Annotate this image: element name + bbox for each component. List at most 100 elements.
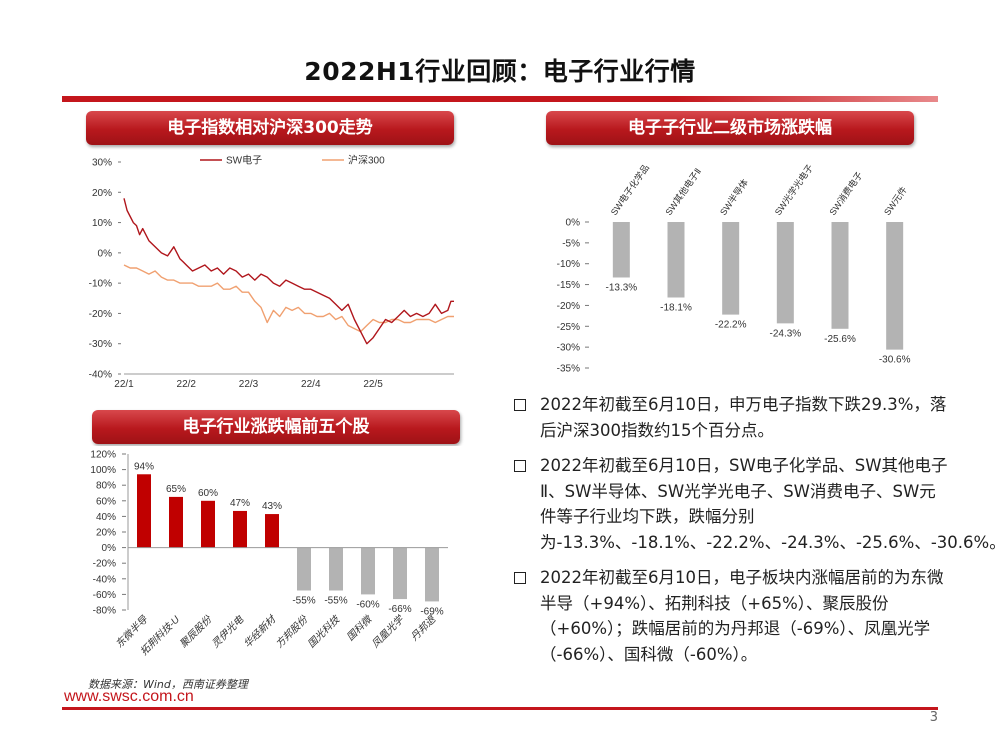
bullet-item: 2022年初截至6月10日，申万电子指数下跌29.3%，落后沪深300指数约15…	[510, 392, 950, 443]
y-tick-label: 10%	[92, 218, 112, 229]
y-tick-label: 0%	[102, 543, 117, 554]
top-stocks-chart-header: 电子行业涨跌幅前五个股	[92, 410, 460, 444]
bar	[361, 547, 375, 595]
bullet-item: 2022年初截至6月10日，电子板块内涨幅居前的为东微半导（+94%）、拓荆科技…	[510, 565, 950, 667]
category-label: SW消费电子	[827, 169, 865, 217]
category-label: SW光学光电子	[772, 162, 815, 217]
slide-title: 2022H1行业回顾：电子行业行情	[304, 57, 696, 86]
y-tick-label: -35%	[557, 364, 580, 375]
y-tick-label: -10%	[89, 279, 112, 290]
category-label: 聚辰股份	[177, 613, 214, 650]
bullet-text: 2022年初截至6月10日，申万电子指数下跌29.3%，落后沪深300指数约15…	[540, 395, 947, 440]
bar-value-label: -60%	[356, 599, 379, 610]
y-tick-label: 30%	[92, 158, 112, 169]
bullet-square-icon	[514, 572, 526, 584]
y-tick-label: -10%	[557, 259, 580, 270]
y-tick-label: -20%	[93, 559, 116, 570]
sub-industry-bar-chart-svg: 0% -5% -10% -15% -20% -25% -30% -35% -13.3% SW电子化…	[557, 162, 911, 375]
bullet-text: 2022年初截至6月10日，电子板块内涨幅居前的为东微半导（+94%）、拓荆科技…	[540, 568, 944, 664]
bar-value-label: -66%	[388, 604, 411, 615]
bar	[265, 514, 279, 548]
legend-label: SW电子	[226, 154, 262, 167]
category-label: SW元件	[881, 184, 909, 217]
legend-label: 沪深300	[348, 154, 385, 167]
bar-value-label: -24.3%	[769, 328, 801, 339]
bar-value-label: -55%	[292, 596, 315, 607]
index-line-chart: 30% 20% 10% 0% -10% -20% -30% -40% 22/1 22/2 22/3 2…	[82, 150, 474, 396]
bullet-square-icon	[514, 399, 526, 411]
bar	[393, 547, 407, 600]
y-tick-label: -40%	[89, 370, 112, 381]
bar-value-label: 47%	[230, 498, 250, 509]
bar	[425, 547, 439, 602]
y-tick-label: 0%	[566, 218, 581, 229]
y-tick-label: -5%	[562, 238, 580, 249]
page-number: 3	[929, 710, 938, 725]
bar-value-label: 43%	[262, 501, 282, 512]
x-tick-label: 22/5	[363, 379, 383, 390]
top-stocks-bar-chart: 120% 100% 80% 60% 40% 20% 0% -20% -40% -60% -80% 94…	[84, 446, 470, 676]
bar-value-label: 65%	[166, 484, 186, 495]
top-stocks-bar-chart-svg: 120% 100% 80% 60% 40% 20% 0% -20% -40% -60% -80% 94…	[90, 450, 448, 658]
footer-divider	[62, 707, 938, 710]
y-tick-label: -20%	[557, 301, 580, 312]
y-tick-label: -80%	[93, 606, 116, 617]
category-label: SW其他电子Ⅱ	[663, 166, 704, 217]
bar-value-label: -18.1%	[660, 303, 692, 314]
sub-industry-bar-chart: 0% -5% -10% -15% -20% -25% -30% -35% -13.3% SW电子化…	[546, 150, 926, 382]
bar	[667, 222, 685, 298]
bar-value-label: -30.6%	[879, 355, 911, 366]
y-tick-label: -20%	[89, 309, 112, 320]
bullet-text: 2022年初截至6月10日，SW电子化学品、SW其他电子Ⅱ、SW半导体、SW光学…	[540, 456, 1000, 552]
bar-value-label: 60%	[198, 488, 218, 499]
index-line-chart-svg: 30% 20% 10% 0% -10% -20% -30% -40%22/1 22/2 22/3 2…	[89, 154, 454, 390]
bar	[329, 547, 343, 591]
bar	[776, 222, 794, 324]
bar	[137, 474, 151, 548]
y-tick-label: -15%	[557, 280, 580, 291]
footer-url-link[interactable]: www.swsc.com.cn	[64, 688, 194, 705]
bar-value-label: -55%	[324, 596, 347, 607]
y-tick-label: -60%	[93, 590, 116, 601]
bar	[612, 222, 630, 278]
x-tick-label: 22/3	[239, 379, 259, 390]
x-tick-label: 22/2	[177, 379, 197, 390]
x-tick-label: 22/4	[301, 379, 321, 390]
bar	[201, 500, 215, 548]
y-tick-label: 60%	[96, 496, 116, 507]
sub-industry-chart-header: 电子子行业二级市场涨跌幅	[546, 111, 914, 145]
y-tick-label: 20%	[96, 528, 116, 539]
y-tick-label: 120%	[90, 450, 116, 461]
bullet-item: 2022年初截至6月10日，SW电子化学品、SW其他电子Ⅱ、SW半导体、SW光学…	[510, 453, 1000, 555]
category-label: 方邦股份	[273, 613, 310, 650]
index-chart-header: 电子指数相对沪深300走势	[86, 111, 454, 145]
data-source-note: 数据来源：Wind，西南证券整理	[88, 678, 248, 691]
category-label: 丹邦退	[408, 613, 438, 643]
bullet-list: 2022年初截至6月10日，申万电子指数下跌29.3%，落后沪深300指数约15…	[510, 392, 1000, 677]
y-tick-label: -30%	[557, 343, 580, 354]
series-line	[123, 198, 454, 345]
bar-value-label: -13.3%	[605, 282, 637, 293]
bar-value-label: -69%	[420, 606, 443, 617]
y-tick-label: 80%	[96, 481, 116, 492]
category-label: 灵伊光电	[209, 613, 246, 650]
bar-value-label: -25.6%	[824, 334, 856, 345]
x-tick-label: 22/1	[114, 379, 134, 390]
series-line	[123, 264, 454, 333]
category-label: 华经新材	[241, 612, 279, 650]
title-divider	[62, 96, 938, 102]
bar-value-label: 94%	[134, 461, 154, 472]
bar	[233, 510, 247, 548]
bar	[169, 496, 183, 548]
y-tick-label: -25%	[557, 322, 580, 333]
bar	[722, 222, 740, 315]
y-tick-label: -40%	[93, 574, 116, 585]
category-label: SW半导体	[717, 177, 750, 217]
category-label: 国科微	[344, 612, 375, 643]
bar	[886, 222, 904, 350]
y-tick-label: 40%	[96, 512, 116, 523]
y-tick-label: 20%	[92, 188, 112, 199]
bar-value-label: -22.2%	[715, 320, 747, 331]
y-tick-label: 100%	[90, 465, 116, 476]
bar	[831, 222, 849, 329]
